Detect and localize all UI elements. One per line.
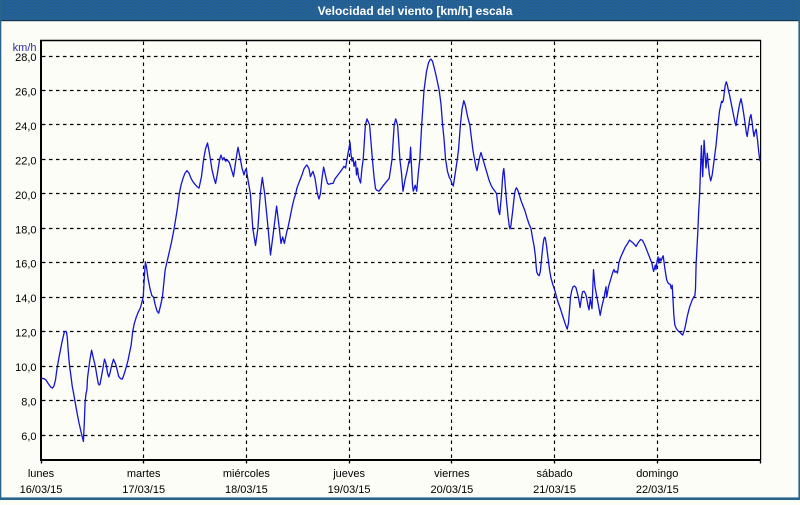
svg-text:17/03/15: 17/03/15: [122, 484, 165, 496]
svg-text:martes: martes: [127, 468, 161, 480]
svg-text:km/h: km/h: [13, 42, 37, 54]
svg-text:18/03/15: 18/03/15: [225, 484, 268, 496]
svg-text:22,0: 22,0: [15, 155, 36, 167]
svg-text:28,0: 28,0: [15, 52, 36, 64]
svg-text:domingo: domingo: [636, 468, 678, 480]
svg-text:20,0: 20,0: [15, 190, 36, 202]
svg-text:jueves: jueves: [332, 468, 365, 480]
svg-text:10,0: 10,0: [15, 362, 36, 374]
svg-text:lunes: lunes: [28, 468, 55, 480]
svg-text:Velocidad del viento [km/h] es: Velocidad del viento [km/h] escala: [318, 4, 513, 18]
svg-text:21/03/15: 21/03/15: [533, 484, 576, 496]
svg-text:6,0: 6,0: [21, 431, 36, 443]
svg-text:8,0: 8,0: [21, 397, 36, 409]
svg-text:24,0: 24,0: [15, 121, 36, 133]
svg-text:16/03/15: 16/03/15: [20, 484, 63, 496]
svg-text:viernes: viernes: [434, 468, 470, 480]
svg-text:20/03/15: 20/03/15: [430, 484, 473, 496]
svg-text:16,0: 16,0: [15, 259, 36, 271]
svg-text:12,0: 12,0: [15, 328, 36, 340]
svg-text:18,0: 18,0: [15, 224, 36, 236]
svg-text:miércoles: miércoles: [223, 468, 271, 480]
svg-text:26,0: 26,0: [15, 87, 36, 99]
svg-text:sábado: sábado: [537, 468, 573, 480]
svg-text:19/03/15: 19/03/15: [328, 484, 371, 496]
svg-text:14,0: 14,0: [15, 293, 36, 305]
svg-text:22/03/15: 22/03/15: [636, 484, 679, 496]
